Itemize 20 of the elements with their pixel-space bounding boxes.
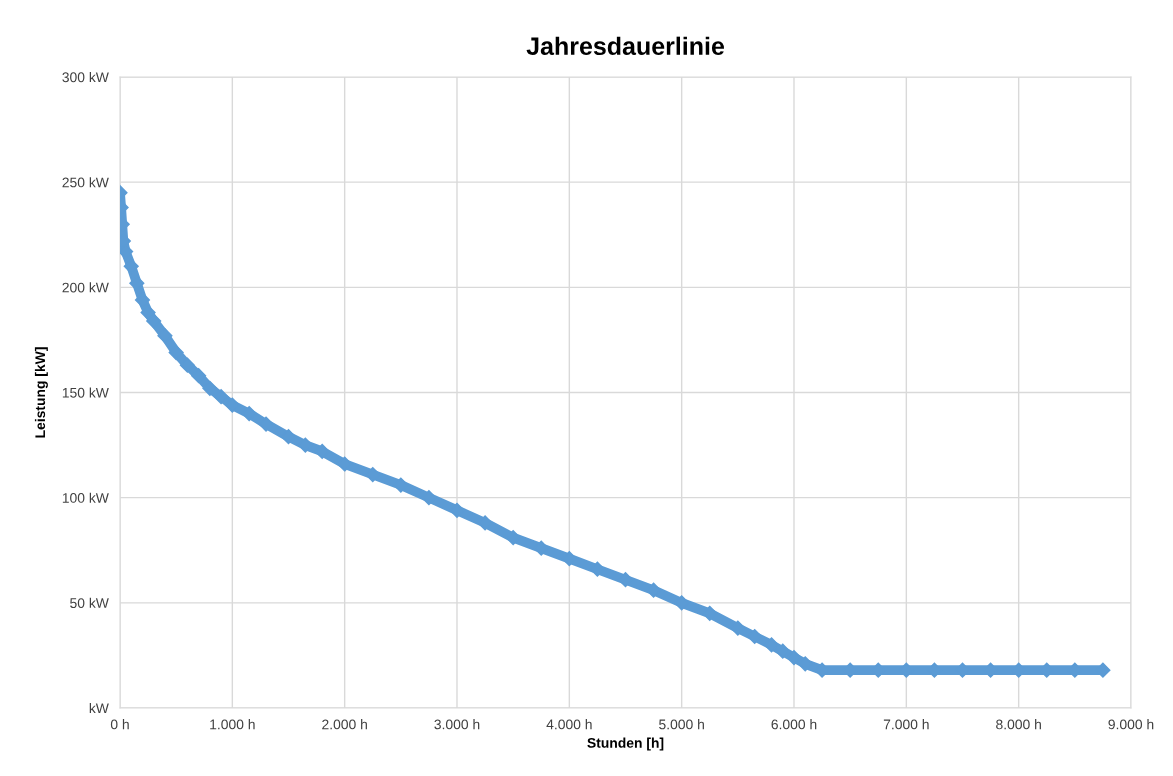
x-tick-label: 5.000 h — [659, 719, 704, 730]
x-tick-label: 3.000 h — [434, 719, 480, 730]
x-tick-label: 8.000 h — [996, 719, 1041, 730]
x-tick-label: 9.000 h — [1108, 719, 1154, 730]
x-tick-label: 6.000 h — [771, 719, 817, 730]
chart-title: Jahresdauerlinie — [526, 36, 725, 56]
y-tick-label: 150 kW — [62, 387, 109, 398]
x-tick-label: 1.000 h — [210, 719, 255, 730]
x-tick-label: 4.000 h — [546, 719, 592, 730]
y-tick-label: 50 kW — [70, 597, 109, 608]
y-tick-label: 300 kW — [62, 71, 109, 83]
y-tick-label: 250 kW — [62, 177, 109, 188]
y-tick-label: kW — [89, 702, 109, 714]
y-tick-label: 100 kW — [62, 492, 109, 503]
y-axis-title: Leistung [kW] — [34, 347, 48, 438]
x-tick-label: 2.000 h — [322, 719, 367, 730]
x-tick-label: 0 h — [110, 719, 129, 730]
x-axis-title: Stunden [h] — [587, 737, 664, 751]
x-tick-label: 7.000 h — [883, 719, 929, 730]
y-tick-label: 200 kW — [62, 282, 109, 293]
